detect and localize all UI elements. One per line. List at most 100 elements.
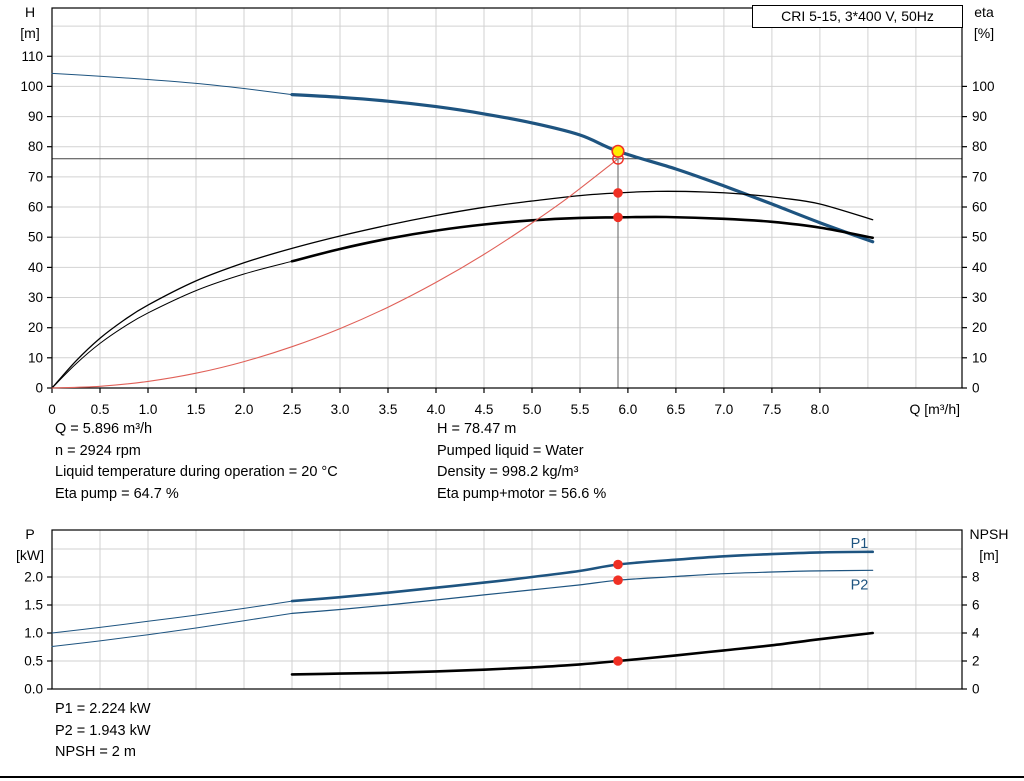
h-axis-title: H [m] [10,2,50,44]
x-tick-label: 5.0 [523,402,542,417]
y-tick-label: 10 [28,350,43,365]
right-tick-label: 8 [972,570,980,585]
right-tick-label: 10 [972,350,987,365]
info-liquid-temp: Liquid temperature during operation = 20… [55,464,338,481]
right-tick-label: 90 [972,109,987,124]
info-head: H = 78.47 m [437,421,517,437]
x-tick-label: 2.5 [283,402,302,417]
p2-curve [291,569,874,614]
x-tick-label: 7.5 [763,402,782,417]
right-tick-label: 40 [972,260,987,275]
x-tick-label: 4.5 [475,402,494,417]
info-density: Density = 998.2 kg/m³ [437,464,579,481]
p-axis-title: P [kW] [8,524,52,566]
right-tick-label: 60 [972,200,987,215]
npsh-curve [290,631,874,676]
system-curve [51,158,619,389]
eta-total-curve [290,215,874,263]
right-tick-label: 0 [972,682,980,697]
hq-chart: 0 0.5 1.0 1.5 2.0 2.5 3.0 3.5 4.0 4.5 5.0 5.5 6.0 6.5… [20,7,995,417]
p1-label: P1 [851,536,869,552]
y-tick-label: 0.5 [24,654,43,669]
eta-total-extension [51,260,293,389]
right-tick-label: 0 [972,381,980,396]
npsh-axis-title: NPSH [m] [960,524,1018,566]
power-info: P1 = 2.224 kW P2 = 1.943 kW NPSH = 2 m [55,699,151,764]
info-p2: P2 = 1.943 kW [55,722,151,739]
right-tick-label: 6 [972,598,980,613]
y-tick-label: 80 [28,139,43,154]
right-tick-label: 4 [972,626,980,641]
x-tick-label: 3.0 [331,402,350,417]
p1-dot [613,559,623,570]
y-tick-label: 70 [28,169,43,184]
info-flow: Q = 5.896 m³/h [55,421,153,437]
plot-frame [51,529,963,690]
p-axis-unit: [kW] [16,547,44,563]
right-tick-label: 2 [972,654,980,669]
y-tick-label: 1.5 [24,598,43,613]
y-tick-label: 20 [28,320,43,335]
info-eta-total: Eta pump+motor = 56.6 % [437,486,607,503]
plot-frame [51,7,963,389]
info-p1: P1 = 2.224 kW [55,701,151,717]
x-tick-label: 6.5 [667,402,686,417]
pump-model-box: CRI 5-15, 3*400 V, 50Hz [752,5,963,28]
npsh-axis-unit: [m] [979,547,999,563]
right-tick-label: 30 [972,290,987,305]
x-axis-label: Q [m³/h] [909,401,960,417]
info-speed: n = 2924 rpm [55,442,141,459]
pump-curve-extension [51,72,293,96]
y-tick-label: 100 [20,79,43,94]
bottom-divider [0,776,1024,778]
eta-axis-symbol: eta [974,4,994,20]
right-tick-label: 80 [972,139,987,154]
power-npsh-chart: 0.0 0.5 1.0 1.5 2.0 0 2 4 6 8 P1 P2 [24,529,980,697]
x-tick-label: 2.0 [235,402,254,417]
x-tick-label: 0 [48,402,56,417]
p2-label: P2 [851,577,869,593]
info-eta-pump: Eta pump = 64.7 % [55,486,179,503]
x-tick-label: 3.5 [379,402,398,417]
info-pumped-liquid: Pumped liquid = Water [437,442,584,459]
eta-axis-title: eta [%] [958,2,1010,44]
x-tick-label: 1.5 [187,402,206,417]
x-tick-label: 5.5 [571,402,590,417]
y-tick-label: 110 [21,49,43,64]
y-tick-label: 1.0 [24,626,43,641]
eta-total-dot [613,212,623,223]
eta-axis-unit: [%] [973,25,995,41]
y-tick-label: 50 [28,230,43,245]
right-tick-label: 50 [972,230,987,245]
duty-point-marker[interactable] [611,144,625,158]
x-tick-label: 4.0 [427,402,446,417]
h-axis-symbol: H [24,4,36,20]
x-tick-label: 7.0 [715,402,734,417]
duty-info-right: H = 78.47 m Pumped liquid = Water Densit… [437,419,606,506]
y-tick-label: 0 [35,381,43,396]
y-tick-label: 90 [28,109,43,124]
npsh-dot [613,656,623,666]
p-axis-symbol: P [25,526,35,542]
x-tick-label: 1.0 [139,402,158,417]
p1-curve [290,550,874,603]
y-tick-label: 30 [28,290,43,305]
p1-extension [51,600,293,634]
y-tick-label: 40 [28,260,43,275]
info-npsh: NPSH = 2 m [55,744,136,761]
pump-curve [290,93,875,244]
duty-info-left: Q = 5.896 m³/h n = 2924 rpm Liquid tempe… [55,419,338,506]
x-tick-label: 8.0 [811,402,830,417]
y-tick-label: 0.0 [24,682,43,697]
x-tick-label: 6.0 [619,402,638,417]
right-tick-label: 20 [972,320,987,335]
npsh-axis-symbol: NPSH [969,526,1009,542]
y-tick-label: 60 [28,200,43,215]
h-axis-unit: [m] [20,25,40,41]
p2-dot [613,575,623,585]
right-tick-label: 100 [972,79,995,94]
eta-pump-curve [51,190,874,389]
x-tick-label: 0.5 [91,402,110,417]
